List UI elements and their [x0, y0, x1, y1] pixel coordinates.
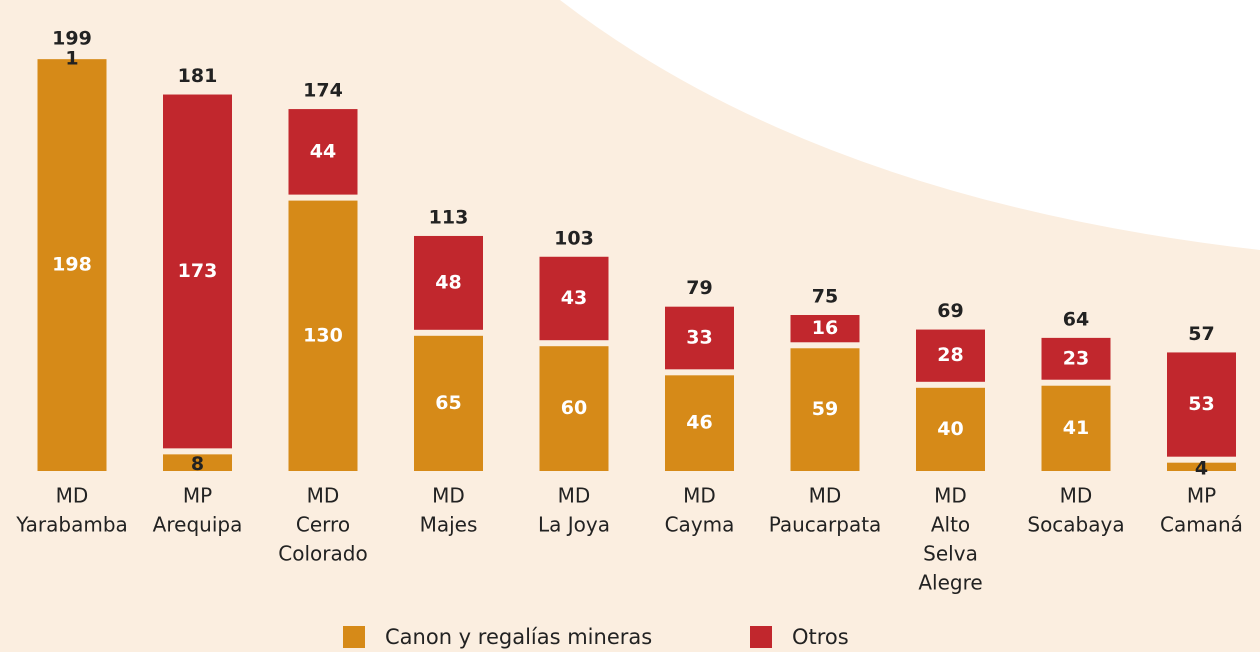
total-label: 79 — [686, 277, 712, 299]
bar-segment — [1167, 462, 1236, 471]
x-tick-label: Camaná — [1160, 513, 1243, 537]
legend-swatch — [750, 626, 772, 648]
x-tick-label: Majes — [420, 513, 478, 537]
bar-segment — [288, 200, 358, 471]
bar-segment — [1041, 337, 1111, 380]
bar-segment — [539, 256, 609, 341]
x-tick-label: MP — [183, 484, 212, 508]
legend-swatch — [343, 626, 365, 648]
bar-segment — [790, 315, 860, 343]
bar-segment — [665, 375, 734, 471]
bar-segment — [665, 306, 734, 370]
segment-label: 44 — [310, 140, 336, 162]
legend-label: Canon y regalías mineras — [385, 625, 652, 649]
x-tick-label: Cayma — [665, 513, 735, 537]
total-label: 113 — [429, 206, 469, 228]
background-curve — [560, 0, 1260, 250]
x-tick-label: Colorado — [278, 542, 367, 566]
segment-label: 130 — [303, 324, 343, 346]
total-label: 75 — [812, 286, 838, 308]
bar-segment — [37, 59, 107, 471]
total-label: 199 — [52, 28, 92, 50]
total-label: 64 — [1063, 308, 1089, 330]
segment-label: 23 — [1063, 347, 1089, 369]
bar-segment — [288, 109, 358, 195]
x-tick-label: Yarabamba — [15, 513, 128, 537]
segment-label: 1 — [65, 48, 78, 70]
bar-segment — [539, 346, 609, 471]
x-tick-label: Socabaya — [1027, 513, 1124, 537]
x-tick-label: La Joya — [538, 513, 610, 537]
segment-label: 40 — [937, 418, 963, 440]
x-tick-label: Arequipa — [153, 513, 243, 537]
x-tick-label: MD — [56, 484, 89, 508]
x-tick-label: Cerro — [296, 513, 350, 537]
segment-label: 173 — [178, 260, 218, 282]
x-tick-label: MD — [934, 484, 967, 508]
bar-segment — [916, 329, 985, 382]
x-tick-label: MP — [1187, 484, 1216, 508]
x-tick-label: MD — [307, 484, 340, 508]
bar-segment — [1167, 352, 1236, 457]
bar-segment — [163, 94, 232, 449]
bar-segment — [916, 387, 985, 471]
total-label: 174 — [303, 80, 343, 102]
segment-label: 43 — [561, 287, 587, 309]
total-label: 103 — [554, 227, 594, 249]
bar-segment — [1041, 385, 1111, 471]
segment-label: 28 — [937, 344, 963, 366]
x-tick-label: Paucarpata — [769, 513, 882, 537]
segment-label: 16 — [812, 317, 838, 339]
total-label: 181 — [178, 65, 218, 87]
segment-label: 65 — [435, 392, 461, 414]
total-label: 69 — [937, 300, 963, 322]
x-tick-label: MD — [683, 484, 716, 508]
segment-label: 60 — [561, 397, 587, 419]
segment-label: 8 — [191, 453, 204, 475]
segment-label: 4 — [1195, 457, 1208, 479]
bar-segment — [414, 235, 483, 330]
bar-segment — [163, 454, 232, 471]
x-tick-label: Selva — [923, 542, 978, 566]
bar-segment — [414, 335, 483, 471]
x-tick-label: Alegre — [918, 571, 982, 595]
segment-label: 33 — [686, 327, 712, 349]
x-tick-label: MD — [432, 484, 465, 508]
segment-label: 41 — [1063, 417, 1089, 439]
segment-label: 53 — [1188, 393, 1214, 415]
x-tick-label: MD — [558, 484, 591, 508]
x-tick-label: MD — [809, 484, 842, 508]
segment-label: 48 — [435, 271, 461, 293]
bar-segment — [790, 348, 860, 471]
segment-label: 59 — [812, 398, 838, 420]
total-label: 57 — [1188, 323, 1214, 345]
legend-label: Otros — [792, 625, 849, 649]
x-tick-label: Alto — [931, 513, 970, 537]
segment-label: 46 — [686, 412, 712, 434]
segment-label: 198 — [52, 254, 92, 276]
x-tick-label: MD — [1060, 484, 1093, 508]
